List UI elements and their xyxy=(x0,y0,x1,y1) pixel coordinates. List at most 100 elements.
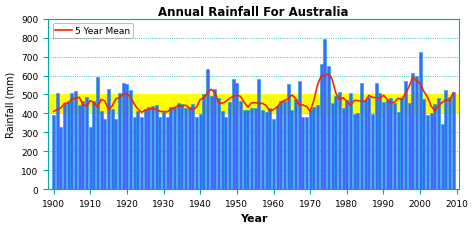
Bar xyxy=(290,110,293,189)
Y-axis label: Rainfall (mm): Rainfall (mm) xyxy=(6,71,16,137)
Bar xyxy=(140,117,143,189)
5 Year Mean xyxy=(249,102,255,105)
Bar xyxy=(100,111,103,189)
5 Year Mean xyxy=(432,110,438,113)
Bar xyxy=(345,100,348,189)
Bar xyxy=(59,127,63,189)
Bar xyxy=(272,120,275,189)
Bar xyxy=(254,108,257,189)
5 Year Mean xyxy=(450,92,456,95)
Bar xyxy=(55,93,59,189)
5 Year Mean xyxy=(340,97,346,100)
Bar xyxy=(96,78,99,189)
Bar xyxy=(404,82,407,189)
Bar xyxy=(221,111,224,189)
Bar xyxy=(70,93,73,189)
Bar xyxy=(422,100,425,189)
Bar xyxy=(235,84,238,189)
Bar xyxy=(199,114,202,189)
Bar xyxy=(433,105,437,189)
Bar xyxy=(353,115,356,189)
Bar xyxy=(129,90,132,189)
Bar xyxy=(360,84,363,189)
Bar xyxy=(268,109,272,189)
Bar xyxy=(374,83,378,189)
Bar xyxy=(63,104,66,189)
Bar xyxy=(206,69,209,189)
Bar xyxy=(294,99,297,189)
Bar xyxy=(228,103,231,189)
Bar xyxy=(429,114,433,189)
Bar xyxy=(342,108,345,189)
Bar xyxy=(158,117,162,189)
Bar xyxy=(155,105,158,189)
Bar xyxy=(261,110,264,189)
Bar xyxy=(378,94,382,189)
Bar xyxy=(151,106,154,189)
Bar xyxy=(144,110,147,189)
Bar xyxy=(110,110,114,189)
Bar xyxy=(243,110,246,189)
Bar xyxy=(202,95,205,189)
Bar xyxy=(213,89,217,189)
Bar xyxy=(250,108,253,189)
Bar xyxy=(419,53,422,189)
Bar xyxy=(437,98,440,189)
Bar xyxy=(364,101,367,189)
Bar xyxy=(78,106,81,189)
Bar xyxy=(177,104,180,189)
Bar xyxy=(448,97,451,189)
Bar xyxy=(210,97,213,189)
Bar xyxy=(169,107,173,189)
Bar xyxy=(137,112,139,189)
Bar xyxy=(452,93,455,189)
Bar xyxy=(217,99,220,189)
Bar xyxy=(147,107,150,189)
Bar xyxy=(264,113,268,189)
Bar xyxy=(309,111,312,189)
Bar xyxy=(103,120,107,189)
Bar xyxy=(122,84,125,189)
Bar xyxy=(305,118,308,189)
Legend: 5 Year Mean: 5 Year Mean xyxy=(53,24,133,38)
Bar xyxy=(48,95,459,114)
Bar xyxy=(133,118,136,189)
Bar xyxy=(386,101,389,189)
Bar xyxy=(400,98,403,189)
Bar xyxy=(257,80,260,189)
Bar xyxy=(334,97,337,189)
Bar xyxy=(327,67,330,189)
Bar xyxy=(239,102,242,189)
Bar xyxy=(184,109,187,189)
Bar xyxy=(356,113,359,189)
Bar xyxy=(89,128,92,189)
5 Year Mean xyxy=(172,107,177,109)
Bar xyxy=(349,93,352,189)
5 Year Mean xyxy=(326,73,331,76)
Bar xyxy=(301,118,304,189)
Bar xyxy=(92,101,95,189)
5 Year Mean xyxy=(447,100,452,103)
Bar xyxy=(331,104,334,189)
Bar xyxy=(173,107,176,189)
Bar xyxy=(441,124,444,189)
Bar xyxy=(82,101,84,189)
Bar xyxy=(316,105,319,189)
Bar xyxy=(276,107,279,189)
Bar xyxy=(371,115,374,189)
Bar xyxy=(312,107,315,189)
5 Year Mean xyxy=(139,112,145,114)
Bar xyxy=(444,90,447,189)
Bar xyxy=(85,98,88,189)
Bar xyxy=(397,112,400,189)
Bar xyxy=(165,117,169,189)
Bar xyxy=(114,120,118,189)
Bar xyxy=(232,80,235,189)
Bar xyxy=(287,85,290,189)
Bar xyxy=(319,65,323,189)
Bar xyxy=(191,104,194,189)
Bar xyxy=(52,116,55,189)
Bar xyxy=(107,90,110,189)
Bar xyxy=(393,104,396,189)
Title: Annual Rainfall For Australia: Annual Rainfall For Australia xyxy=(158,5,348,19)
